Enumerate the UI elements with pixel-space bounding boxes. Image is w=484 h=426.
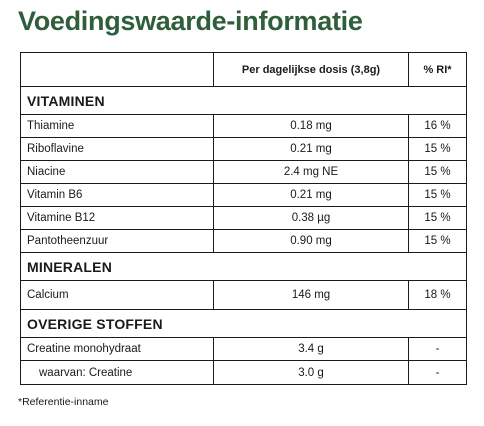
header-cell-ri: % RI* <box>423 63 452 76</box>
nutrient-name: Niacine <box>21 161 214 183</box>
nutrient-amount: 3.0 g <box>214 361 409 384</box>
nutrient-ri: 15 % <box>424 166 451 178</box>
section-row-mineralen: MINERALEN <box>21 253 466 281</box>
footnote: *Referentie-inname <box>18 396 109 408</box>
table-row: Calcium 146 mg 18 % <box>21 281 466 310</box>
nutrient-amount: 0.90 mg <box>214 230 409 252</box>
nutrient-name: Creatine monohydraat <box>21 338 214 360</box>
section-title: OVERIGE STOFFEN <box>27 315 163 332</box>
page-title: Voedingswaarde-informatie <box>18 6 363 36</box>
nutrient-name: Thiamine <box>21 115 214 137</box>
header-cell-dose: Per dagelijkse dosis (3,8g) <box>214 53 409 86</box>
table-row: Niacine 2.4 mg NE 15 % <box>21 161 466 184</box>
nutrient-name: Riboflavine <box>21 138 214 160</box>
section-title: VITAMINEN <box>27 92 105 109</box>
section-title: MINERALEN <box>27 258 113 275</box>
nutrition-table: Per dagelijkse dosis (3,8g) % RI* VITAMI… <box>20 52 467 385</box>
nutrient-ri: 15 % <box>424 212 451 224</box>
nutrient-amount: 0.38 µg <box>214 207 409 229</box>
table-row: Riboflavine 0.21 mg 15 % <box>21 138 466 161</box>
nutrient-ri: 15 % <box>424 189 451 201</box>
nutrient-name: Vitamine B12 <box>21 207 214 229</box>
nutrient-name: Calcium <box>21 281 214 309</box>
nutrient-name: Vitamin B6 <box>21 184 214 206</box>
nutrient-name: waarvan: Creatine <box>21 361 214 384</box>
table-row: Thiamine 0.18 mg 16 % <box>21 115 466 138</box>
nutrient-amount: 0.21 mg <box>214 138 409 160</box>
header-cell-empty <box>21 53 214 86</box>
table-row: Vitamine B12 0.38 µg 15 % <box>21 207 466 230</box>
nutrient-ri: 15 % <box>424 143 451 155</box>
table-row: Creatine monohydraat 3.4 g - <box>21 338 466 361</box>
nutrient-amount: 2.4 mg NE <box>214 161 409 183</box>
nutrient-ri: 18 % <box>424 289 451 301</box>
nutrient-ri: 16 % <box>424 120 451 132</box>
table-row: Vitamin B6 0.21 mg 15 % <box>21 184 466 207</box>
nutrient-amount: 0.18 mg <box>214 115 409 137</box>
section-row-vitaminen: VITAMINEN <box>21 87 466 115</box>
nutrient-amount: 0.21 mg <box>214 184 409 206</box>
table-row: Pantotheenzuur 0.90 mg 15 % <box>21 230 466 253</box>
section-row-overige-stoffen: OVERIGE STOFFEN <box>21 310 466 338</box>
nutrient-ri: 15 % <box>424 235 451 247</box>
nutrient-name: Pantotheenzuur <box>21 230 214 252</box>
nutrient-ri: - <box>435 343 440 355</box>
nutrient-amount: 146 mg <box>214 281 409 309</box>
nutrient-amount: 3.4 g <box>214 338 409 360</box>
nutrient-ri: - <box>435 366 440 379</box>
table-header-row: Per dagelijkse dosis (3,8g) % RI* <box>21 53 466 87</box>
table-row: waarvan: Creatine 3.0 g - <box>21 361 466 384</box>
